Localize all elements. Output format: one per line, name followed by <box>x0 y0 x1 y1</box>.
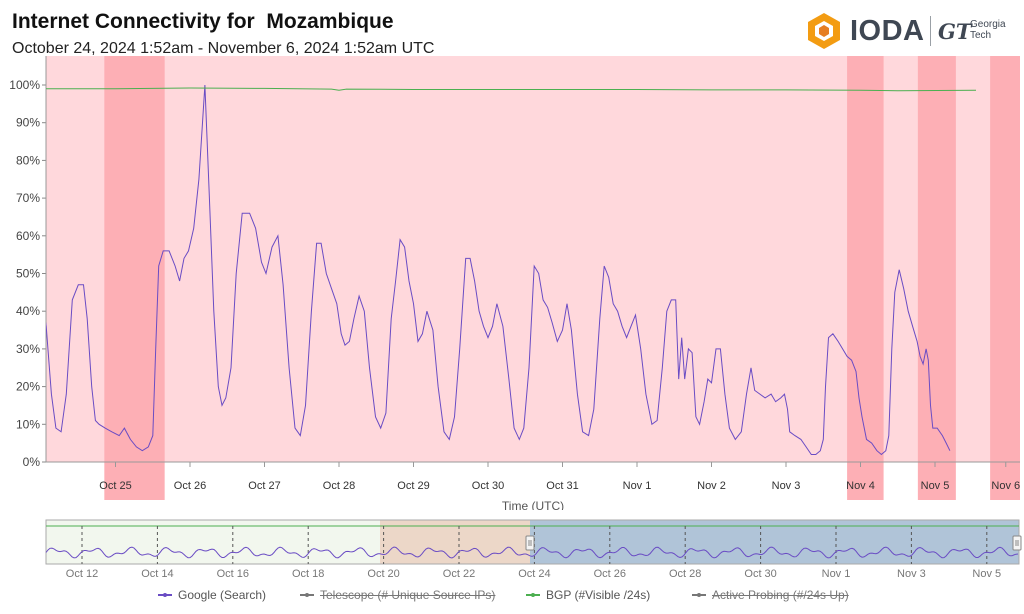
navigator-right-handle[interactable] <box>1012 535 1022 551</box>
legend-item-google-search[interactable]: Google (Search) <box>158 588 266 602</box>
navigator-tick-label: Oct 12 <box>66 568 98 580</box>
x-tick-label: Oct 31 <box>546 480 578 492</box>
legend-item-telescope-unique-source-ips[interactable]: Telescope (# Unique Source IPs) <box>300 588 495 602</box>
x-axis-title: Time (UTC) <box>502 499 564 510</box>
legend-label: Google (Search) <box>178 588 267 602</box>
outage-band-4 <box>990 56 1020 500</box>
series-line-google-search[interactable] <box>0 84 951 456</box>
legend-swatch-icon <box>300 592 314 597</box>
x-tick-label: Nov 3 <box>772 480 801 492</box>
x-tick-label: Oct 29 <box>397 480 429 492</box>
series-line-bgp-visible-24s[interactable] <box>0 87 977 92</box>
x-tick-label: Nov 6 <box>991 480 1020 492</box>
y-tick-label: 20% <box>16 380 40 394</box>
y-tick-label: 10% <box>16 417 40 431</box>
connectivity-line-chart[interactable]: 0%10%20%30%40%50%60%70%80%90%100%Oct 25 O… <box>0 56 1024 510</box>
navigator-left-handle[interactable] <box>525 535 535 551</box>
x-tick-label: Nov 5 <box>921 480 950 492</box>
legend-label: Active Probing (#/24s Up) <box>712 588 849 602</box>
navigator-tick-label: Nov 1 <box>822 568 851 580</box>
gt-monogram: GT <box>938 19 972 44</box>
x-tick-label: Nov 2 <box>697 480 726 492</box>
navigator-google-line <box>45 546 1019 559</box>
navigator-tick-label: Oct 30 <box>744 568 776 580</box>
y-axis: 0% 10% 20% 30% 40% 50% 60% 70% 80% 90% 100% <box>9 78 46 469</box>
navigator-tick-label: Oct 24 <box>518 568 550 580</box>
navigator-tick-label: Oct 28 <box>669 568 701 580</box>
x-tick-label: Oct 27 <box>248 480 280 492</box>
y-tick-label: 100% <box>9 78 40 92</box>
navigator-tick-label: Oct 16 <box>217 568 249 580</box>
navigator-normal-period <box>46 520 380 564</box>
navigator-tick-label: Oct 22 <box>443 568 475 580</box>
y-tick-label: 80% <box>16 153 40 167</box>
legend-swatch-icon <box>526 592 540 597</box>
y-tick-label: 60% <box>16 229 40 243</box>
navigator-tick-label: Oct 20 <box>367 568 399 580</box>
legend-label: Telescope (# Unique Source IPs) <box>320 588 496 602</box>
navigator-tick-label: Nov 3 <box>897 568 926 580</box>
y-tick-label: 0% <box>23 455 41 469</box>
x-tick-label: Oct 30 <box>472 480 504 492</box>
x-tick-label: Nov 4 <box>846 480 875 492</box>
outage-band-3 <box>917 56 956 500</box>
gt-line-1: Georgia <box>970 19 1006 30</box>
gt-line-2: Tech <box>970 30 992 41</box>
ioda-hexagon-icon <box>808 13 840 49</box>
outage-band-1 <box>104 56 165 500</box>
navigator-tick-label: Oct 18 <box>292 568 324 580</box>
legend-item-active-probing-24s-up[interactable]: Active Probing (#/24s Up) <box>692 588 849 602</box>
x-tick-label: Nov 1 <box>623 480 652 492</box>
x-tick-label: Oct 28 <box>323 480 355 492</box>
logo-divider <box>930 16 931 46</box>
navigator-tick-label: Oct 26 <box>594 568 626 580</box>
navigator-tick-label: Nov 5 <box>972 568 1001 580</box>
y-tick-label: 40% <box>16 304 40 318</box>
time-range-subtitle: October 24, 2024 1:52am - November 6, 20… <box>12 40 435 57</box>
y-tick-label: 30% <box>16 342 40 356</box>
navigator-selection[interactable] <box>530 520 1019 564</box>
y-tick-label: 70% <box>16 191 40 205</box>
navigator-tick-label: Oct 14 <box>141 568 173 580</box>
plot-area <box>46 56 1020 500</box>
legend-item-bgp-visible-24s[interactable]: BGP (#Visible /24s) <box>526 588 650 602</box>
time-navigator[interactable]: Oct 12 Oct 14 Oct 16 Oct 18 Oct 20 Oct 22 Oct … <box>0 512 1024 584</box>
y-tick-label: 90% <box>16 116 40 130</box>
ioda-wordmark: IODA <box>850 15 925 47</box>
x-axis: Oct 25 Oct 26 Oct 27 Oct 28 Oct 29 Oct 30 Oct … <box>99 462 1020 492</box>
x-tick-label: Oct 26 <box>174 480 206 492</box>
ioda-georgia-tech-logo[interactable]: IODA GT Georgia Tech <box>806 12 1016 52</box>
navigator-warning-period <box>380 520 530 564</box>
y-tick-label: 50% <box>16 267 40 281</box>
legend-label: BGP (#Visible /24s) <box>546 588 651 602</box>
georgia-tech-wordmark: Georgia Tech <box>970 19 1006 41</box>
x-tick-label: Oct 25 <box>99 480 131 492</box>
legend-swatch-icon <box>158 592 172 597</box>
chart-legend: Google (Search) Telescope (# Unique Sourc… <box>0 586 1024 606</box>
legend-swatch-icon <box>692 592 706 597</box>
page-title: Internet Connectivity for Mozambique <box>12 10 394 33</box>
outage-band-2 <box>847 56 884 500</box>
